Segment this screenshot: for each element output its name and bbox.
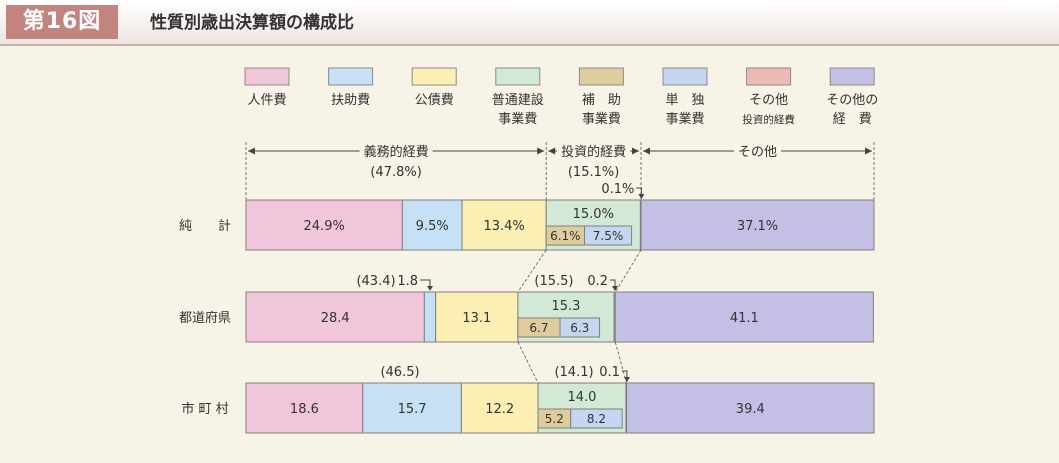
bracket-arrow-right-1 [632,147,640,155]
bar-sublabel-tandoku: 7.5% [593,229,624,243]
bar-label-futsu: 15.0% [573,207,614,222]
callout-arrowhead [427,286,434,291]
legend-label-kousai: 公債費 [415,93,454,108]
bar-sublabel-hojo: 6.1% [550,229,581,243]
bracket-label-2: その他 [738,145,777,160]
callout-fujo: 1.8 [397,274,418,289]
callout-sonota-toushi: 0.1 [599,365,620,380]
bar-segment-sonota [626,382,875,434]
bar-label-fujo: 9.5% [416,219,449,234]
connector-line [614,341,627,384]
legend-swatch-sonota_toushi [746,67,792,86]
bar-label-sonota: 37.1% [737,219,778,234]
legend-label-sonota: その他の [826,93,878,108]
toushi-total: (15.5) [534,274,573,289]
legend-swatch-tandoku [662,67,708,86]
legend-label-futsu: 事業費 [498,111,537,127]
legend-swatch-fujo [328,67,374,86]
legend-swatch-sonota [829,67,875,86]
row-label: 市 町 村 [181,401,228,417]
legend-label-sonota: 経 費 [833,112,872,127]
bar-segment-kousai [460,382,539,434]
connector-line [614,249,642,293]
bracket-sub-0: (47.8%) [370,165,421,180]
bar-segment-fujo [362,382,462,434]
bar-sublabel-hojo: 5.2 [545,412,564,426]
legend-label-fujo: 扶助費 [331,93,370,108]
bar-sublabel-tandoku: 6.3 [570,321,589,335]
bar-segment-sonota [640,199,875,251]
toushi-total: (14.1) [554,365,593,380]
legend-label-sonota_toushi: その他 [749,93,788,108]
gimu-total: (43.4) [356,274,395,289]
bar-sublabel-hojo: 6.7 [529,321,548,335]
bar-segment-fujo [423,291,437,343]
legend-label-tandoku: 事業費 [665,111,704,127]
bracket-arrow-right-0 [537,147,545,155]
row-label: 都道府県 [179,311,231,326]
bracket-label-bg-2 [734,142,782,159]
bar-segment-sonota [614,291,874,343]
legend-swatch-jinken [244,67,290,86]
figure-number-badge: 第16図 [6,5,118,39]
bar-sublabel-tandoku: 8.2 [587,412,606,426]
bracket-arrow-left-2 [643,147,651,155]
legend-swatch-hojo [578,67,624,86]
bar-label-jinken: 18.6 [290,402,319,417]
bracket-arrow-left-1 [548,147,556,155]
gimu-total: (46.5) [380,365,419,380]
bar-label-kousai: 13.4% [483,219,524,234]
bar-label-futsu: 15.3 [551,299,580,314]
bar-label-jinken: 28.4 [321,311,350,326]
figure-header: 第16図 性質別歳出決算額の構成比 [0,0,1059,46]
bar-label-kousai: 12.2 [485,402,514,417]
connector-line [517,249,547,293]
bar-segment-jinken [245,382,364,434]
legend-label-hojo: 補 助 [582,93,621,108]
bar-segment-kousai [435,291,519,343]
bracket-sub-1: (15.1%) [568,165,619,180]
bracket-arrow-right-2 [865,147,872,155]
bracket-label-bg-1 [557,142,631,159]
bar-subsegment-tandoku [559,317,601,338]
legend-swatch-futsu [495,67,541,86]
bracket-label-0: 義務的経費 [364,144,429,160]
bar-label-kousai: 13.1 [462,311,491,326]
bracket-arrow-left-0 [248,147,255,155]
bar-label-fujo: 15.7 [398,402,427,417]
bar-label-sonota: 41.1 [730,311,759,326]
legend-label-tandoku: 単 独 [665,92,704,108]
legend-swatch-kousai [411,67,457,86]
figure-title: 性質別歳出決算額の構成比 [150,13,354,33]
bracket-label-1: 投資的経費 [561,144,626,160]
bracket-label-bg-0 [359,142,433,159]
callout-sonota-toushi: 0.2 [587,274,608,289]
bar-segment-fujo [401,199,463,251]
legend-label-sonota_toushi: 投資的経費 [742,113,795,126]
bar-label-futsu: 14.0 [568,390,597,405]
bar-subsegment-tandoku [583,225,633,246]
legend-label-jinken: 人件費 [247,93,286,108]
legend-label-futsu: 普通建設 [492,92,544,108]
bar-subsegment-tandoku [570,408,623,429]
legend-label-hojo: 事業費 [582,111,621,127]
bar-segment-jinken [245,291,425,343]
callout-sonota-toushi: 0.1% [601,182,634,197]
bar-segment-jinken [245,199,403,251]
row-label: 純 計 [179,218,231,234]
callout-arrowhead [612,286,619,291]
connector-line [517,341,539,384]
bar-label-sonota: 39.4 [736,402,765,417]
callout-arrowhead [638,194,645,199]
bar-label-jinken: 24.9% [304,219,345,234]
